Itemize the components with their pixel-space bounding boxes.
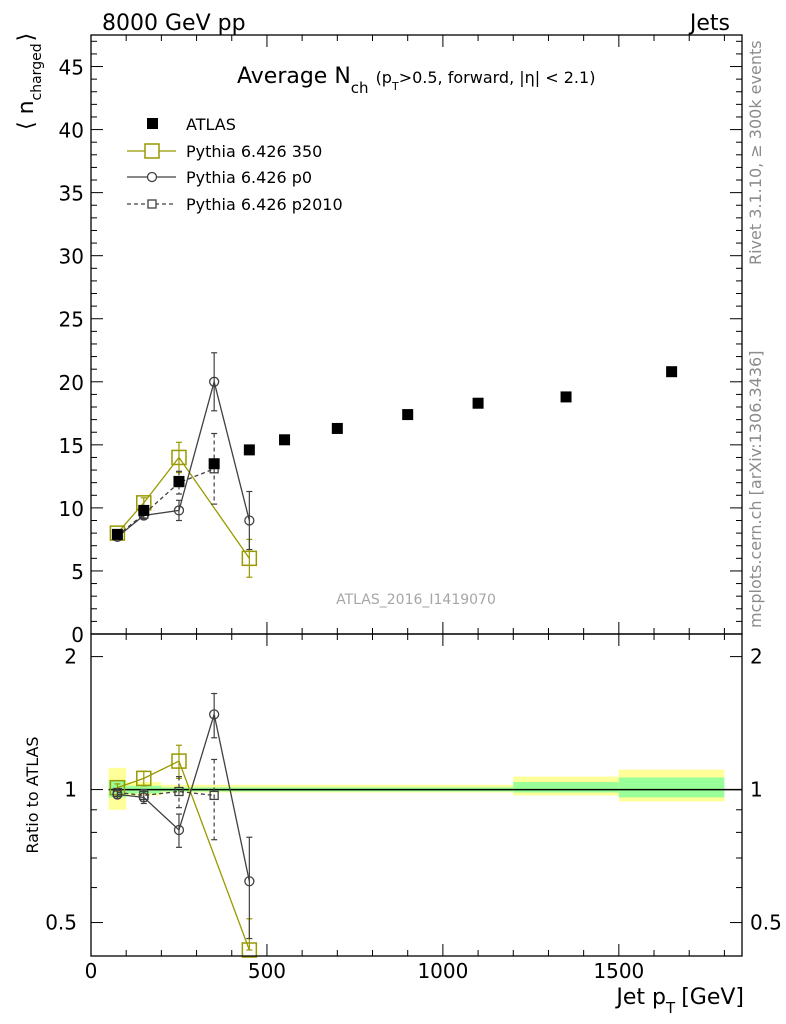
ratio-point-pythia-6-426-350 [136, 770, 152, 787]
main-y-tick-label: 20 [59, 371, 84, 395]
main-point-atlas [173, 475, 185, 487]
legend-pythia-p2010-label: Pythia 6.426 p2010 [186, 195, 343, 214]
legend-entry-pythia-p2010: Pythia 6.426 p2010 [127, 195, 343, 214]
ratio-plot-panel: 0.5 0.5 1 1 2 2 0 500 1000 1500 Ratio to ATLAS Je… [23, 633, 782, 1017]
legend-entry-atlas: ATLAS [147, 115, 236, 134]
x-tick-label: 1000 [417, 959, 468, 983]
main-point-pythia-6-426-350 [171, 449, 187, 466]
main-y-tick-label: 0 [71, 623, 84, 647]
plot-title: Average Nch (pT>0.5, forward, |η| < 2.1) [237, 64, 595, 97]
energy-label: 8000 GeV pp [102, 11, 246, 36]
ratio-band-green [513, 782, 619, 793]
legend-entry-pythia-350: Pythia 6.426 350 [127, 142, 322, 161]
main-point-pythia-6-426-p0 [244, 515, 255, 526]
main-point-atlas [279, 434, 291, 446]
main-series-atlas [111, 366, 678, 540]
main-y-tick-label: 40 [59, 119, 84, 143]
ratio-plot-frame [90, 633, 743, 957]
ratio-point-pythia-6-426-p2010 [112, 787, 123, 798]
main-line-pythia-6-426-p2010 [116, 468, 215, 537]
ratio-y-tick-label-right: 0.5 [750, 911, 782, 935]
main-y-tick-label: 5 [71, 560, 84, 584]
title-rest2: >0.5, forward, |η| < 2.1) [399, 68, 596, 87]
x-tick-label: 500 [248, 959, 286, 983]
main-y-tick-label: 30 [59, 245, 84, 269]
ratio-line-pythia-6-426-p0 [117, 714, 250, 882]
legend-atlas-marker [147, 118, 158, 129]
mcplots-label: mcplots.cern.ch [arXiv:1306.3436] [746, 351, 765, 628]
ylabel-main: ⟨ n [14, 100, 39, 130]
ratio-point-pythia-6-426-p0 [173, 824, 185, 836]
main-y-tick-label: 45 [59, 56, 84, 80]
ratio-point-pythia-6-426-350 [241, 942, 258, 958]
analysis-watermark: ATLAS_2016_I1419070 [336, 592, 496, 608]
legend-atlas-label: ATLAS [186, 115, 236, 134]
xlabel-sub: T [665, 999, 676, 1017]
legend-pythia-350-label: Pythia 6.426 350 [186, 142, 322, 161]
ratio-uncertainty-bands [108, 767, 742, 810]
legend-pythia-p0-label: Pythia 6.426 p0 [186, 168, 312, 187]
main-y-tick-label: 10 [59, 497, 84, 521]
main-point-atlas [111, 528, 123, 540]
ratio-y-tick-label-right: 1 [750, 778, 763, 802]
ratio-line-pythia-6-426-350 [117, 760, 250, 951]
rivet-label: Rivet 3.1.10, ≥ 300k events [746, 40, 765, 265]
legend-pythia-p0-marker [146, 171, 158, 183]
ylabel-sub: charged [29, 43, 45, 100]
category-label: Jets [688, 11, 730, 36]
ratio-y-tick-label-left: 2 [64, 645, 77, 669]
ratio-series-pythia-6-426-p0 [112, 692, 255, 940]
main-line-pythia-6-426-350 [116, 456, 250, 559]
ratio-point-pythia-6-426-350 [171, 753, 187, 769]
main-axis-ticks: 0 5 10 15 20 25 30 35 40 45 [59, 35, 742, 647]
main-y-tick-label: 25 [59, 308, 84, 332]
main-point-pythia-6-426-p0 [173, 505, 185, 516]
ylabel-close: ⟩ [14, 33, 39, 42]
ratio-point-pythia-6-426-p0 [244, 876, 255, 887]
ratio-point-pythia-6-426-p2010 [209, 790, 219, 801]
main-point-atlas [472, 397, 484, 409]
legend-pythia-350-marker [144, 143, 160, 159]
xlabel-unit: [GeV] [681, 985, 744, 1010]
main-point-atlas [666, 366, 678, 378]
x-tick-label: 0 [85, 959, 98, 983]
legend: ATLAS Pythia 6.426 350 Pythia 6.426 p0 P… [127, 115, 343, 214]
legend-pythia-p2010-marker [147, 199, 157, 209]
ratio-point-pythia-6-426-p2010 [174, 786, 184, 797]
title-rest-sub: T [391, 80, 399, 93]
main-y-tick-label: 35 [59, 182, 84, 206]
main-point-pythia-6-426-p0 [209, 376, 220, 387]
main-point-atlas [138, 504, 150, 516]
main-point-atlas [243, 444, 255, 456]
main-plot-panel: 0 5 10 15 20 25 30 35 40 45 Average Nch (pT>0.5, f… [14, 33, 743, 647]
ratio-y-axis-label: Ratio to ATLAS [23, 736, 42, 853]
ratio-y-tick-label-left: 1 [64, 778, 77, 802]
ratio-series-pythia-6-426-p2010 [112, 758, 219, 841]
title-sub: ch [351, 79, 369, 97]
ratio-series-pythia-6-426-350 [109, 744, 258, 958]
ratio-band-green [618, 777, 725, 798]
main-point-pythia-6-426-350 [241, 550, 258, 567]
main-y-axis-label: ⟨ ncharged⟩ [14, 33, 45, 130]
legend-entry-pythia-p0: Pythia 6.426 p0 [127, 168, 312, 187]
ratio-y-tick-label-right: 2 [750, 645, 763, 669]
main-point-atlas [331, 422, 343, 434]
x-tick-label: 1500 [593, 959, 644, 983]
main-y-tick-label: 15 [59, 434, 84, 458]
ratio-y-tick-label-left: 0.5 [45, 911, 77, 935]
ratio-line-pythia-6-426-p2010 [117, 790, 215, 797]
main-point-atlas [560, 391, 572, 403]
ratio-axis-ticks: 0.5 0.5 1 1 2 2 0 500 1000 1500 [45, 634, 782, 983]
main-point-atlas [208, 458, 220, 470]
main-point-atlas [402, 409, 414, 421]
title-main: Average N [237, 64, 351, 89]
main-series-pythia-6-426-p2010 [112, 432, 219, 541]
title-rest: (p [376, 68, 392, 87]
ratio-point-pythia-6-426-p2010 [139, 790, 149, 801]
xlabel-main: Jet p [614, 985, 666, 1010]
x-axis-label: Jet pT [GeV] [614, 985, 744, 1017]
ratio-point-pythia-6-426-p0 [209, 709, 220, 720]
